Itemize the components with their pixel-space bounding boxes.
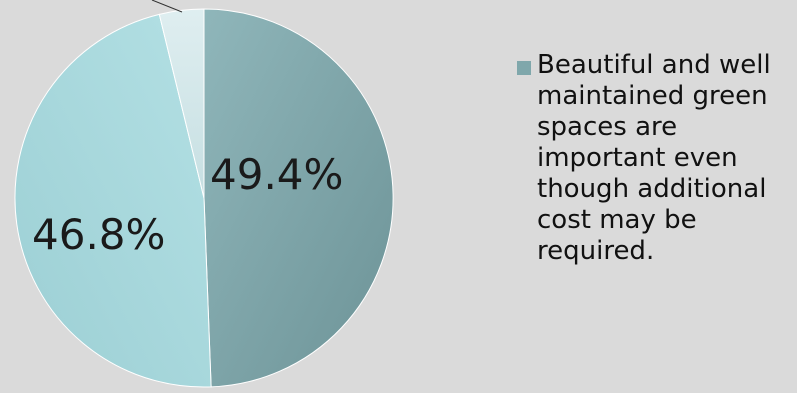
legend: Beautiful and well maintained green spac…: [517, 50, 792, 267]
data-label-slice-1: 49.4%: [210, 150, 344, 199]
pie-slices: [14, 8, 394, 388]
pie-slice-1: [203, 8, 394, 388]
data-label-slice-2: 46.8%: [32, 210, 166, 259]
leader-line: [151, 0, 183, 13]
legend-swatch: [517, 61, 531, 75]
legend-entry-label: Beautiful and well maintained green spac…: [537, 50, 771, 266]
pie-slice-3: [158, 8, 205, 199]
pie-slice-2: [14, 13, 212, 388]
